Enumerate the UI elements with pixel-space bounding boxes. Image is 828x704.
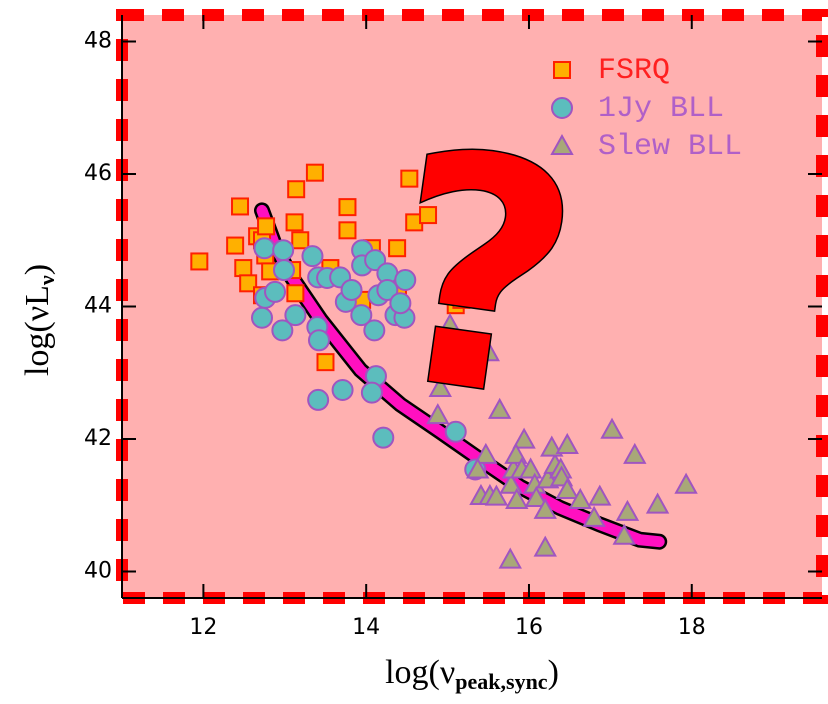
x-axis-label-part: ): [548, 654, 559, 691]
series: [426, 312, 698, 569]
point: [505, 487, 529, 509]
point: [588, 484, 612, 506]
point: [307, 388, 330, 411]
point: [331, 378, 354, 401]
legend-marker: [551, 97, 573, 119]
point: [291, 231, 310, 250]
point: [600, 417, 624, 439]
y-tick-label: 44: [84, 294, 112, 319]
point: [190, 252, 209, 271]
point: [307, 329, 330, 352]
point: [239, 274, 258, 293]
x-tick-label: 16: [515, 615, 543, 640]
point: [338, 221, 357, 240]
point: [285, 213, 304, 232]
x-tick-label: 12: [189, 615, 217, 640]
point: [428, 375, 452, 397]
point: [272, 259, 295, 282]
point: [360, 381, 383, 404]
point: [484, 484, 509, 506]
point: [287, 180, 306, 199]
point: [286, 284, 305, 303]
point: [388, 239, 407, 258]
point: [504, 442, 528, 464]
legend-marker: [550, 133, 574, 155]
point: [474, 442, 498, 464]
point: [444, 420, 467, 443]
point: [555, 477, 579, 500]
point: [499, 472, 523, 494]
point: [524, 485, 549, 507]
x-axis-label: log(νpeak,sync): [385, 654, 559, 694]
point: [363, 319, 386, 342]
point: [615, 499, 640, 521]
point: [251, 306, 273, 329]
y-axis-label-part: ν: [34, 275, 59, 286]
point: [623, 442, 647, 464]
y-tick-label: 46: [84, 161, 112, 186]
x-tick-label: 18: [678, 615, 706, 640]
point: [555, 432, 579, 454]
point: [231, 197, 250, 216]
point: [568, 487, 592, 509]
point: [456, 356, 480, 378]
point: [533, 497, 557, 519]
point: [340, 278, 363, 301]
point: [350, 304, 373, 327]
point: [253, 237, 276, 260]
point: [426, 403, 450, 425]
point: [645, 492, 670, 514]
point: [498, 547, 522, 569]
point: [257, 217, 276, 236]
point: [518, 457, 543, 479]
point: [674, 472, 698, 494]
y-tick-label: 42: [84, 426, 112, 451]
point: [305, 163, 324, 182]
point: [271, 319, 294, 342]
point: [226, 236, 245, 255]
x-axis-label-part: log(ν: [385, 654, 455, 691]
point: [376, 278, 399, 301]
point: [582, 505, 606, 527]
point: [465, 457, 490, 479]
x-tick-label: 14: [352, 615, 380, 640]
point: [338, 198, 357, 217]
point: [487, 397, 512, 419]
point: [301, 245, 324, 268]
point: [612, 523, 636, 545]
point: [316, 353, 335, 372]
series: [251, 237, 487, 481]
point: [272, 239, 295, 262]
point: [438, 312, 462, 335]
point: [476, 340, 500, 362]
point: [372, 426, 395, 449]
point: [264, 280, 287, 303]
y-tick-label: 40: [84, 559, 112, 584]
point: [533, 535, 557, 557]
point: [234, 259, 253, 278]
point: [400, 169, 419, 188]
point: [284, 304, 307, 327]
legend-label: Slew BLL: [598, 130, 742, 164]
x-axis-label-part: peak,sync: [455, 669, 548, 694]
y-axis-label-part: ): [19, 264, 56, 275]
point: [394, 269, 417, 291]
point: [389, 292, 412, 315]
point: [512, 427, 536, 449]
y-tick-label: 48: [84, 29, 112, 54]
legend-label: FSRQ: [598, 54, 670, 88]
point: [540, 435, 564, 457]
point: [452, 290, 471, 309]
point: [419, 206, 438, 225]
y-axis-label: log(νLν): [19, 264, 59, 376]
y-axis-label-part: log(νL: [19, 285, 56, 376]
legend-label: 1Jy BLL: [598, 92, 724, 126]
legend-marker: [553, 61, 571, 79]
